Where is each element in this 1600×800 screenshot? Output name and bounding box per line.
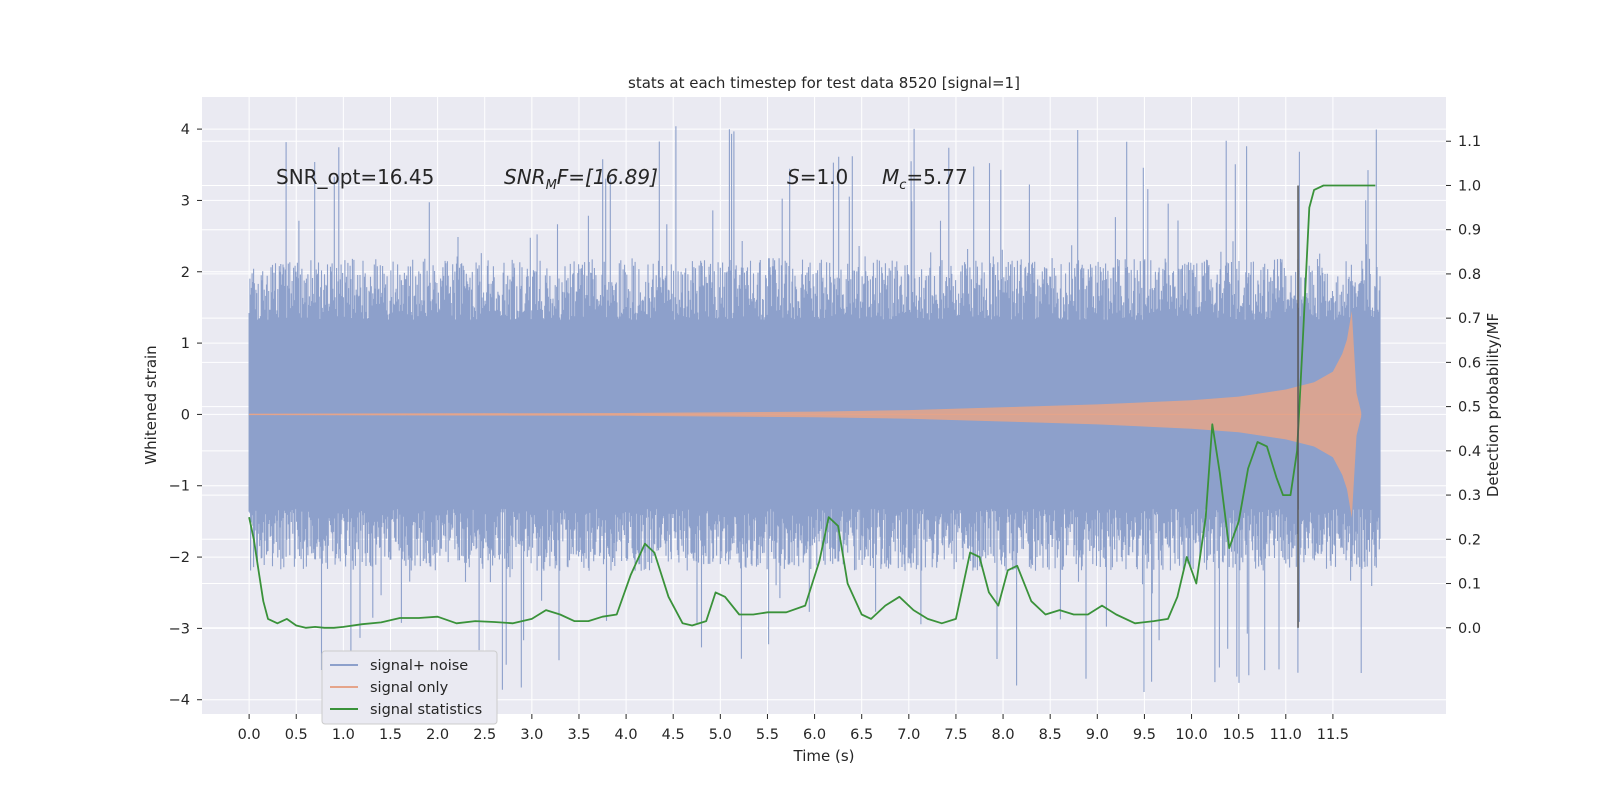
legend-label-signal-only: signal only <box>370 680 449 696</box>
x-tick-label: 3.5 <box>567 727 590 743</box>
y-tick-label: 2 <box>181 265 190 281</box>
legend-label-signal-statistics: signal statistics <box>370 702 482 718</box>
y2-tick-label: 0.5 <box>1458 400 1481 416</box>
y-tick-label: −1 <box>169 479 190 495</box>
annotation-mc-subscript: c <box>899 178 906 193</box>
chart-title: stats at each timestep for test data 852… <box>628 74 1020 92</box>
annotation-s-symbol: S <box>787 165 800 189</box>
y2-tick-label: 0.7 <box>1458 311 1481 327</box>
y2-axis-ticks: 0.0 0.1 0.2 0.3 0.4 0.5 0.6 0.7 0.8 0.9 1.0 1.1 <box>1446 134 1481 637</box>
x-axis-ticks: 0.0 0.5 1.0 1.5 2.0 2.5 3.0 3.5 4.0 4.5 5.0 5.5 6.0 6… <box>238 714 1349 743</box>
x-tick-label: 2.5 <box>473 727 496 743</box>
annotation-snr-mf-symbol: SNR <box>504 165 546 189</box>
y2-tick-label: 0.9 <box>1458 223 1481 239</box>
y-tick-label: 3 <box>181 193 190 209</box>
y-tick-label: 1 <box>181 336 190 352</box>
y-tick-label: −3 <box>169 621 190 637</box>
x-tick-label: 8.5 <box>1039 727 1062 743</box>
x-tick-label: 1.0 <box>332 727 355 743</box>
y-axis-label: Whitened strain <box>142 345 160 464</box>
x-tick-label: 2.0 <box>426 727 449 743</box>
y2-tick-label: 0.3 <box>1458 488 1481 504</box>
annotation-mc-value: =5.77 <box>906 165 967 189</box>
x-tick-label: 11.0 <box>1270 727 1302 743</box>
y2-axis-label: Detection probability/MF <box>1484 313 1502 497</box>
annotation-snr-mf: SNRMF=[16.89] <box>504 165 658 193</box>
y2-tick-label: 0.6 <box>1458 355 1481 371</box>
signal-only-series <box>249 311 1362 518</box>
x-tick-label: 7.5 <box>944 727 967 743</box>
annotation-s: S=1.0 <box>787 165 848 189</box>
y-tick-label: 0 <box>181 407 190 423</box>
signal-statistics-series <box>248 184 1376 629</box>
x-tick-label: 0.0 <box>238 727 261 743</box>
y2-tick-label: 0.0 <box>1458 621 1481 637</box>
x-tick-label: 4.0 <box>615 727 638 743</box>
x-tick-label: 10.5 <box>1223 727 1255 743</box>
y2-tick-label: 1.1 <box>1458 134 1481 150</box>
y2-tick-label: 0.1 <box>1458 577 1481 593</box>
x-tick-label: 5.0 <box>709 727 732 743</box>
x-tick-label: 6.0 <box>803 727 826 743</box>
x-tick-label: 3.0 <box>520 727 543 743</box>
x-tick-label: 11.5 <box>1317 727 1349 743</box>
y2-tick-label: 0.8 <box>1458 267 1481 283</box>
x-tick-label: 10.0 <box>1175 727 1207 743</box>
annotation-mc-symbol: M <box>882 165 899 189</box>
annotation-snr-mf-subscript: M <box>546 178 557 193</box>
x-tick-label: 7.0 <box>897 727 920 743</box>
x-tick-label: 9.5 <box>1133 727 1156 743</box>
annotation-snr-opt: SNR_opt=16.45 <box>276 165 434 189</box>
annotation-snr-mf-value: F=[16.89] <box>557 165 658 189</box>
y-tick-label: −4 <box>169 693 190 709</box>
annotation-s-value: =1.0 <box>800 165 849 189</box>
x-axis-label: Time (s) <box>793 747 855 765</box>
legend-label-signal-noise: signal+ noise <box>370 658 468 674</box>
x-tick-label: 0.5 <box>285 727 308 743</box>
legend: signal+ noise signal only signal statist… <box>321 650 498 725</box>
y-tick-label: 4 <box>181 122 190 138</box>
y2-tick-label: 0.2 <box>1458 532 1481 548</box>
x-tick-label: 9.0 <box>1086 727 1109 743</box>
x-tick-label: 5.5 <box>756 727 779 743</box>
y-tick-label: −2 <box>169 550 190 566</box>
legend-box <box>321 650 498 725</box>
signal-statistics-line <box>248 184 1376 629</box>
x-tick-label: 1.5 <box>379 727 402 743</box>
y2-tick-label: 0.4 <box>1458 444 1481 460</box>
annotation-mc: Mc=5.77 <box>882 165 968 193</box>
y2-tick-label: 1.0 <box>1458 178 1481 194</box>
x-tick-label: 6.5 <box>850 727 873 743</box>
x-tick-label: 4.5 <box>662 727 685 743</box>
x-tick-label: 8.0 <box>992 727 1015 743</box>
y-axis-ticks: −4 −3 −2 −1 0 1 2 3 4 <box>169 122 202 709</box>
